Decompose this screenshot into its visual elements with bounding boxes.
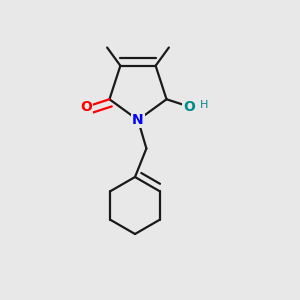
Text: O: O — [80, 100, 92, 114]
Text: N: N — [132, 113, 144, 127]
Text: H: H — [200, 100, 208, 110]
Text: O: O — [183, 100, 195, 113]
